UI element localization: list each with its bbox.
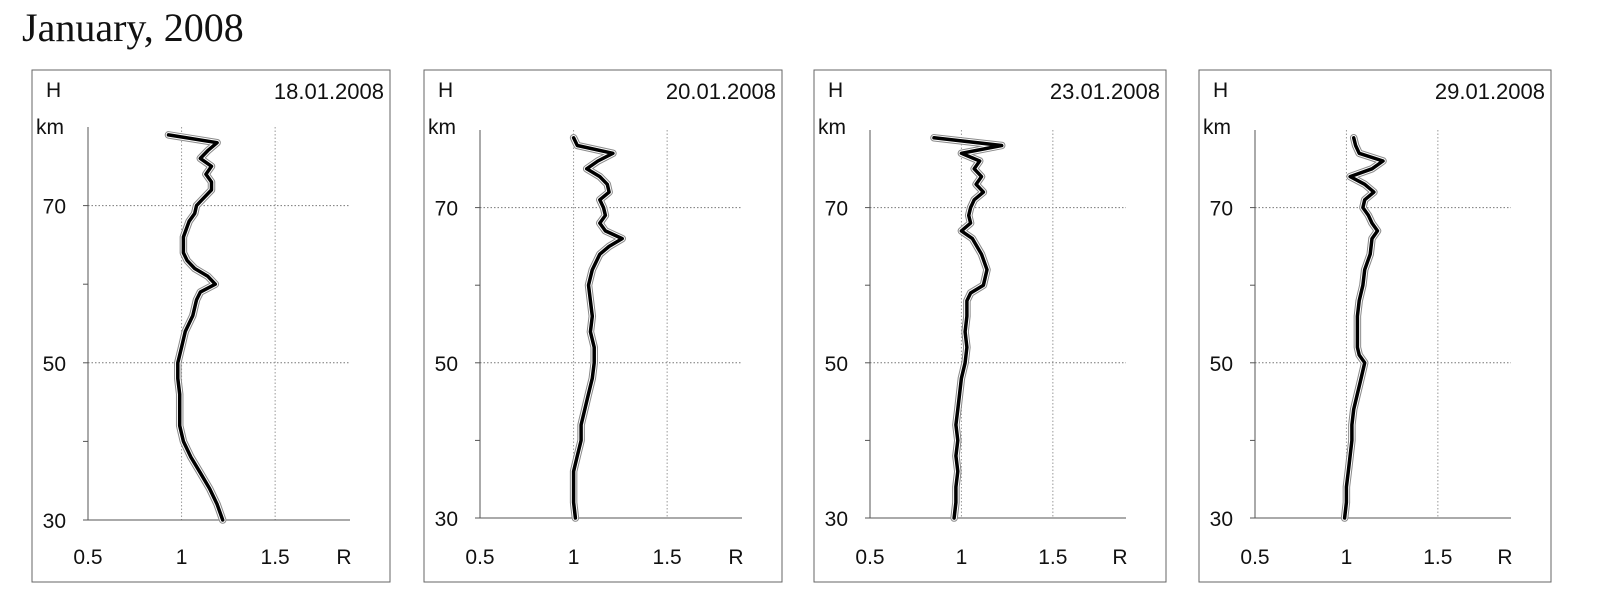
- y-tick-label: 30: [435, 508, 458, 531]
- panel-frame: [813, 69, 1167, 583]
- panel-frame: [423, 69, 783, 583]
- panel-frame: [1198, 69, 1552, 583]
- x-tick-label: 0.5: [855, 546, 884, 569]
- series-line: [166, 133, 225, 522]
- x-tick-label: 1.5: [1423, 546, 1452, 569]
- y-tick-label: 30: [43, 510, 66, 533]
- y-axis-unit: km: [428, 116, 456, 139]
- series-line: [1342, 136, 1385, 520]
- x-tick-label: 1: [568, 546, 580, 569]
- y-axis-unit: km: [36, 116, 64, 139]
- panel-date-label: 18.01.2008: [274, 79, 384, 104]
- panel-date-label: 23.01.2008: [1050, 79, 1160, 104]
- chart-panel-2: 30 50 70 0.5 1 1.5 R Hkm 20.01.2008: [423, 69, 783, 583]
- chart-panel-3: 30 50 70 0.5 1 1.5 R Hkm 23.01.2008: [813, 69, 1167, 583]
- page-title: January, 2008: [22, 5, 244, 50]
- y-tick-label: 70: [43, 196, 66, 219]
- x-tick-label: 0.5: [1240, 546, 1269, 569]
- panel-frame: [31, 69, 391, 583]
- x-tick-label: 0.5: [465, 546, 494, 569]
- series-line-gap: [931, 135, 1005, 521]
- x-tick-label: 1: [1341, 546, 1353, 569]
- x-tick-label: 1.5: [653, 546, 682, 569]
- y-axis-unit: km: [1203, 116, 1231, 139]
- series-line: [932, 136, 1004, 520]
- x-tick-label: 1: [956, 546, 968, 569]
- y-tick-label: 70: [435, 198, 458, 221]
- y-tick-label: 50: [825, 353, 848, 376]
- y-tick-label: 30: [825, 508, 848, 531]
- x-axis-label: R: [1497, 546, 1512, 569]
- y-tick-label: 30: [1210, 508, 1233, 531]
- y-tick-label: 70: [1210, 198, 1233, 221]
- x-axis-label: R: [336, 546, 351, 569]
- series-line-halo: [569, 134, 626, 522]
- y-axis-label: H: [1213, 79, 1228, 102]
- panel-date-label: 20.01.2008: [666, 79, 776, 104]
- y-tick-label: 50: [435, 353, 458, 376]
- series-line: [571, 136, 624, 520]
- x-axis-label: R: [728, 546, 743, 569]
- x-tick-label: 1.5: [1038, 546, 1067, 569]
- series-line-gap: [570, 135, 625, 521]
- chart-panel-4: 30 50 70 0.5 1 1.5 R Hkm 29.01.2008: [1198, 69, 1552, 583]
- y-axis-unit: km: [818, 116, 846, 139]
- x-tick-label: 0.5: [73, 546, 102, 569]
- y-tick-label: 70: [825, 198, 848, 221]
- y-axis-label: H: [438, 79, 453, 102]
- panel-date-label: 29.01.2008: [1435, 79, 1545, 104]
- y-tick-label: 50: [1210, 353, 1233, 376]
- y-axis-label: H: [46, 79, 61, 102]
- x-tick-label: 1: [176, 546, 188, 569]
- chart-panel-1: 30 50 70 0.5 1 1.5 R Hkm 18.01.2008: [31, 69, 391, 583]
- y-axis-label: H: [828, 79, 843, 102]
- x-axis-label: R: [1112, 546, 1127, 569]
- x-tick-label: 1.5: [261, 546, 290, 569]
- y-tick-label: 50: [43, 353, 66, 376]
